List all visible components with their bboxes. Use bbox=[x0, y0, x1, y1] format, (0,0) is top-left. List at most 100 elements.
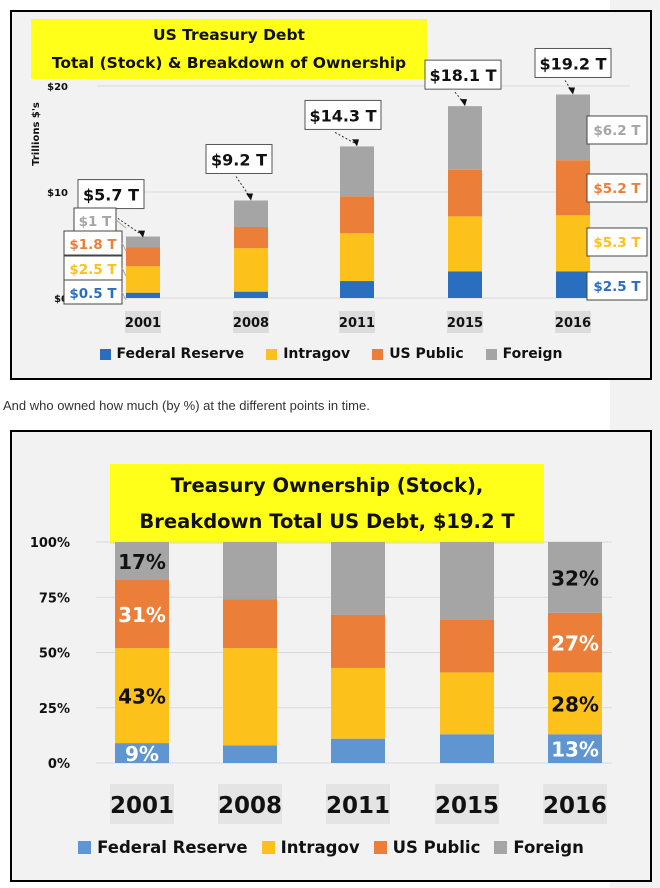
arrow-head-icon bbox=[246, 193, 253, 201]
legend-swatch bbox=[99, 348, 111, 360]
arrow-head-icon bbox=[568, 87, 575, 95]
chart-title-line-2: Total (Stock) & Breakdown of Ownership bbox=[51, 54, 407, 72]
bar-segment-intragov-2001 bbox=[115, 648, 169, 744]
bar-segment-us-public-2008 bbox=[234, 226, 268, 249]
legend-item-us-public: US Public bbox=[373, 838, 481, 857]
total-label-box bbox=[205, 143, 273, 174]
bar-segment-intragov-2011 bbox=[340, 233, 374, 282]
segment-label-box bbox=[73, 207, 117, 233]
bar-segment-us-public-2016 bbox=[556, 160, 590, 216]
legend-label: Foreign bbox=[502, 346, 563, 362]
bar-segment-federal-reserve-2015 bbox=[448, 271, 482, 298]
total-label-box bbox=[424, 59, 502, 90]
segment-label-box bbox=[63, 255, 123, 281]
bar-segment-us-public-2008 bbox=[223, 599, 277, 649]
legend-swatch bbox=[494, 841, 508, 854]
callout-leader bbox=[107, 211, 144, 236]
ownership-percent-chart: Treasury Ownership (Stock), Breakdown To… bbox=[10, 430, 652, 882]
chart-title-line-1: Treasury Ownership (Stock), bbox=[170, 474, 484, 497]
bar-segment-federal-reserve-2001 bbox=[115, 743, 169, 763]
label-leader bbox=[121, 291, 127, 301]
chart-legend: Federal Reserve Intragov US Public Foreign bbox=[12, 838, 650, 857]
legend-swatch bbox=[78, 841, 92, 854]
legend-swatch bbox=[372, 348, 384, 360]
callout-leader bbox=[235, 176, 252, 199]
bar-segment-foreign-2015 bbox=[448, 106, 482, 170]
total-label: $5.7 T bbox=[83, 186, 139, 205]
legend-swatch bbox=[266, 348, 278, 360]
label-leader bbox=[115, 219, 127, 229]
x-tick-label: 2016 bbox=[555, 316, 591, 331]
segment-label-intragov: $2.5 T bbox=[69, 262, 117, 278]
legend-label: Foreign bbox=[513, 838, 584, 857]
bar-segment-federal-reserve-2008 bbox=[223, 745, 277, 763]
bar-segment-federal-reserve-2008 bbox=[234, 291, 268, 298]
x-tick-bg bbox=[125, 311, 161, 333]
x-tick-label: 2016 bbox=[543, 793, 607, 819]
bar-segment-federal-reserve-2015 bbox=[440, 734, 494, 763]
x-tick-bg bbox=[543, 784, 607, 824]
total-label-box bbox=[304, 99, 382, 130]
bar-segment-federal-reserve-2001 bbox=[126, 292, 160, 298]
debt-total-chart: US Treasury Debt Total (Stock) & Breakdo… bbox=[10, 10, 652, 380]
segment-label-federal-reserve: 9% bbox=[125, 742, 159, 766]
y-tick-label: 100% bbox=[30, 536, 70, 551]
y-tick-label: $20 bbox=[47, 82, 68, 93]
bar-segment-us-public-2015 bbox=[440, 619, 494, 673]
x-tick-bg bbox=[218, 784, 282, 824]
x-tick-label: 2001 bbox=[110, 793, 174, 819]
bar-segment-us-public-2011 bbox=[331, 614, 385, 668]
x-tick-label: 2001 bbox=[125, 316, 161, 331]
chart-legend: Federal Reserve Intragov US Public Foreign bbox=[12, 346, 650, 362]
x-tick-label: 2011 bbox=[326, 793, 390, 819]
bar-segment-foreign-2016 bbox=[556, 94, 590, 161]
y-tick-label: 0% bbox=[48, 757, 70, 772]
segment-label-box bbox=[586, 115, 648, 145]
x-tick-bg bbox=[339, 311, 375, 333]
segment-label-intragov: $5.3 T bbox=[593, 235, 641, 251]
bar-segment-foreign-2016 bbox=[548, 542, 602, 613]
x-tick-bg bbox=[326, 784, 390, 824]
legend-item-intragov: Intragov bbox=[261, 838, 360, 857]
segment-label-us-public: 27% bbox=[551, 632, 599, 656]
y-tick-label: $10 bbox=[47, 188, 68, 199]
bar-segment-federal-reserve-2016 bbox=[548, 734, 602, 763]
segment-label-foreign: $6.2 T bbox=[593, 123, 641, 139]
legend-item-intragov: Intragov bbox=[266, 346, 350, 362]
x-tick-label: 2008 bbox=[218, 793, 282, 819]
body-paragraph: And who owned how much (by %) at the dif… bbox=[3, 398, 370, 413]
bar-segment-intragov-2011 bbox=[331, 667, 385, 739]
chart-title-line-1: US Treasury Debt bbox=[153, 26, 305, 44]
legend-item-federal-reserve: Federal Reserve bbox=[78, 838, 248, 857]
x-tick-bg bbox=[233, 311, 269, 333]
segment-label-box bbox=[586, 271, 648, 301]
x-tick-bg bbox=[447, 311, 483, 333]
bar-segment-intragov-2008 bbox=[234, 248, 268, 292]
y-axis-label: Trillions $'s bbox=[31, 102, 42, 166]
bar-segment-federal-reserve-2011 bbox=[331, 738, 385, 763]
y-tick-label: $0 bbox=[54, 294, 68, 305]
bar-segment-foreign-2008 bbox=[234, 200, 268, 227]
segment-label-federal-reserve: $2.5 T bbox=[593, 279, 641, 295]
bar-segment-us-public-2015 bbox=[448, 169, 482, 217]
bar-segment-intragov-2015 bbox=[448, 216, 482, 272]
legend-item-foreign: Foreign bbox=[485, 346, 563, 362]
arrow-head-icon bbox=[352, 139, 359, 147]
legend-swatch bbox=[261, 841, 275, 854]
label-leader bbox=[121, 242, 127, 252]
x-tick-label: 2008 bbox=[233, 316, 269, 331]
y-tick-label: 50% bbox=[39, 647, 70, 662]
legend-item-foreign: Foreign bbox=[494, 838, 584, 857]
arrow-head-icon bbox=[138, 230, 145, 238]
segment-label-foreign: 32% bbox=[551, 566, 599, 590]
bar-segment-federal-reserve-2016 bbox=[556, 271, 590, 298]
ownership-percent-plot: 0% 25% 50% 75% 100% 9% 43% 31% 17% 2001 2008 2011 20… bbox=[30, 536, 612, 824]
total-label-box bbox=[534, 47, 612, 78]
y-tick-label: 25% bbox=[39, 702, 70, 717]
x-tick-bg bbox=[435, 784, 499, 824]
legend-label: US Public bbox=[392, 838, 481, 857]
legend-swatch bbox=[373, 841, 387, 854]
y-tick-label: 75% bbox=[39, 591, 70, 606]
debt-total-plot: $0 $10 $20 Trillions $'s 2001 $5.7 T 2008 $9.2 … bbox=[31, 47, 648, 333]
legend-item-federal-reserve: Federal Reserve bbox=[99, 346, 244, 362]
